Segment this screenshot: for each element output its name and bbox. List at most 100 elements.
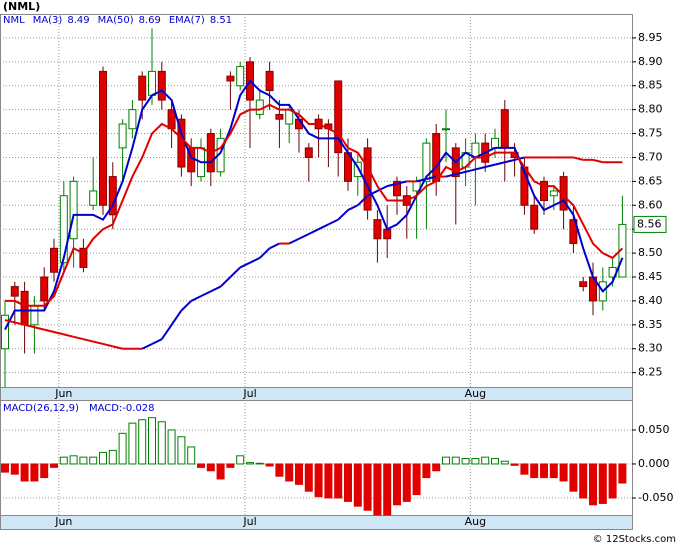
macd-bar [226,463,235,468]
macd-bar [128,422,137,465]
macd-bar [314,463,323,498]
macd-bar [569,463,578,492]
candle-body [432,133,441,182]
candle-body [1,314,9,350]
ma-segment [102,342,114,348]
y-tick-label: 8.35 [638,318,663,331]
candle-body [79,247,88,268]
candle-body [500,109,509,149]
legend-name: MA(3) [33,15,63,26]
x-axis-strip [0,515,633,530]
ma-segment [347,204,359,211]
candle-body [118,123,127,149]
candle-body [549,190,558,197]
candle-body [373,219,382,240]
y-tick-label: 8.60 [638,198,663,211]
price-callout-label: 8.56 [637,217,662,230]
candle-body [442,128,450,131]
macd-bar [69,455,78,465]
ma-segment [455,170,466,176]
ma-segment [219,276,232,288]
ma-segment [73,335,84,341]
macd-bar [432,463,441,472]
chart-title: (NML) [3,0,40,13]
ma-segment [151,338,163,345]
macd-bar [40,463,49,479]
macd-bar [255,462,264,465]
candle-body [128,109,137,130]
macd-bar [197,463,205,468]
ma-segment [327,218,339,226]
candle-body [255,99,264,115]
ma-segment [239,261,251,269]
macd-bar [206,463,215,472]
ma-segment [160,324,173,340]
macd-bar [520,463,529,475]
y-tick-label: 8.85 [638,79,663,92]
ma-segment [83,338,94,343]
ma-segment [200,290,212,298]
ma-segment [308,228,320,235]
candle-body [530,204,539,230]
macd-bar [50,463,58,468]
ma-segment [190,295,202,302]
ma-segment [318,223,329,231]
macd-bar [353,463,362,507]
ma-segment [396,180,408,185]
macd-bar [79,456,88,465]
ma-segment [367,190,378,197]
candle-body [20,290,29,326]
ma-segment [445,173,457,178]
macd-bar [608,463,617,499]
candle-body [579,281,588,288]
ma-segment [34,326,45,331]
macd-bar [20,463,29,482]
candle-body [265,70,274,92]
macd-bar [491,458,499,465]
ma-segment [269,242,280,250]
macd-bar [285,463,294,482]
candle-body [226,75,235,82]
candle-body [353,161,362,178]
price-callout [633,215,667,233]
y-tick-label: 8.75 [638,127,663,140]
ma-segment [141,343,153,350]
y-tick-label: 8.90 [638,55,663,68]
y-tick-label: 8.50 [638,246,663,259]
candle-body [59,195,68,264]
ma-segment [592,158,604,164]
macd-bar [618,463,627,484]
y-tick-label: 0.000 [638,457,670,470]
legend-name: MACD(26,12,9) [3,403,79,414]
macd-bar [167,429,176,465]
y-tick-label: -0.050 [638,491,673,504]
ma-segment [4,319,16,324]
ma-segment [494,161,506,166]
ma-segment [465,168,476,173]
ma-segment [504,158,515,164]
macd-bar [402,463,411,502]
macd-bar [461,458,470,465]
ma-segment [484,163,496,168]
macd-bar [451,456,460,465]
candle-body [304,147,313,158]
macd-bar [471,458,480,465]
macd-bar [344,463,352,502]
ma-segment [475,166,486,171]
legend-name: EMA(7) [169,15,205,26]
ma-segment [259,247,271,259]
y-tick-label: 0.050 [638,423,670,436]
y-tick-label: 8.30 [638,342,663,355]
macd-bar [157,421,166,465]
candle-body [393,180,401,197]
ma-segment [112,345,123,350]
candle-body [89,190,98,206]
macd-bar [59,456,68,465]
macd-bar [530,463,539,479]
macd-bar [187,446,196,465]
y-tick-label: 8.80 [638,103,663,116]
macd-bar [1,463,9,473]
macd-bar [334,463,343,499]
candle-body [69,180,78,240]
